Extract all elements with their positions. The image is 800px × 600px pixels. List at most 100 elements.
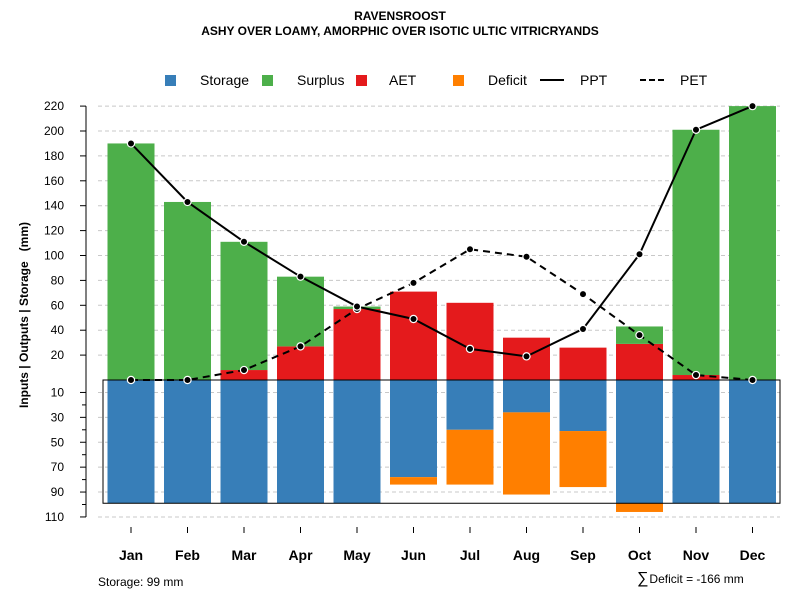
bar-surplus-apr [277, 276, 324, 347]
legend-label-deficit: Deficit [488, 72, 527, 88]
bar-storage-jul [446, 380, 494, 430]
point-pet-apr [296, 342, 305, 351]
point-pet-oct [635, 330, 644, 340]
legend-item-pet: PET [640, 70, 707, 90]
y-tick-label-lower-70: 70 [51, 460, 65, 474]
point-ppt-jun [409, 314, 418, 324]
bar-deficit-oct [616, 503, 663, 512]
y-tick-label-lower-50: 50 [51, 435, 65, 449]
point-ppt-sep [578, 324, 588, 334]
bar-surplus-nov [672, 129, 720, 376]
point-ppt-may [352, 302, 362, 311]
bar-storage-apr [277, 380, 324, 504]
point-pet-jan [126, 375, 136, 385]
y-tick-label-upper-80: 80 [51, 273, 65, 287]
bar-aet-sep [559, 347, 607, 380]
x-tick-label-apr: Apr [288, 547, 313, 563]
legend-item-surplus: Surplus [262, 70, 344, 90]
point-ppt-jan [126, 139, 136, 148]
bar-storage-jun [390, 380, 437, 478]
bar-deficit-jun [390, 477, 437, 485]
bar-aet-jun [390, 291, 437, 380]
deficit-note-text: Deficit = -166 mm [649, 572, 744, 586]
chart-title: RAVENSROOST [354, 9, 446, 23]
bar-storage-aug [503, 380, 550, 413]
point-ppt-nov [691, 125, 701, 134]
x-tick-label-aug: Aug [513, 547, 540, 563]
bar-aet-may [333, 309, 381, 380]
legend-label-pet: PET [680, 72, 708, 88]
x-tick-label-sep: Sep [570, 547, 596, 563]
bar-aet-oct [616, 343, 663, 380]
y-tick-label-upper-40: 40 [51, 323, 65, 337]
x-tick-label-mar: Mar [232, 547, 257, 563]
x-tick-label-may: May [343, 547, 370, 563]
bar-storage-dec [729, 380, 776, 504]
x-tick-label-nov: Nov [683, 547, 710, 563]
point-pet-mar [239, 365, 249, 375]
x-tick-label-jul: Jul [460, 547, 480, 563]
bar-surplus-dec [729, 106, 776, 380]
bar-storage-feb [164, 380, 211, 504]
point-ppt-mar [239, 237, 249, 247]
bar-deficit-aug [503, 412, 550, 495]
y-tick-label-lower-30: 30 [51, 410, 65, 424]
x-tick-label-oct: Oct [628, 547, 652, 563]
line-pet [131, 248, 753, 381]
point-ppt-dec [748, 101, 757, 111]
bar-aet-mar [220, 370, 268, 380]
point-ppt-oct [635, 250, 644, 259]
point-pet-jul [465, 245, 475, 254]
y-tick-label-upper-120: 120 [44, 224, 64, 238]
bar-aet-jul [446, 302, 494, 380]
bar-surplus-mar [220, 241, 268, 371]
legend-label-surplus: Surplus [297, 72, 345, 88]
point-pet-aug [522, 252, 531, 261]
point-pet-sep [578, 289, 588, 299]
bar-aet-apr [277, 346, 324, 380]
point-pet-jun [409, 278, 418, 288]
point-pet-nov [691, 370, 701, 380]
y-tick-label-upper-140: 140 [44, 199, 64, 213]
legend-label-ppt: PPT [580, 72, 608, 88]
legend-line-pet [640, 79, 664, 81]
x-tick-label-dec: Dec [740, 547, 766, 563]
x-tick-label-jun: Jun [401, 547, 426, 563]
legend-swatch-storage [165, 74, 176, 86]
bar-storage-may [333, 380, 381, 504]
legend-item-ppt: PPT [540, 70, 607, 90]
point-pet-dec [748, 375, 757, 385]
y-tick-label-upper-60: 60 [51, 298, 65, 312]
x-tick-label-jan: Jan [119, 547, 143, 563]
storage-note: Storage: 99 mm [98, 575, 184, 589]
point-ppt-aug [522, 352, 531, 361]
bar-storage-oct [616, 380, 663, 504]
y-tick-label-upper-160: 160 [44, 174, 64, 188]
bar-deficit-sep [559, 431, 607, 488]
bar-surplus-jan [107, 143, 155, 380]
legend-item-deficit: Deficit [453, 70, 527, 90]
legend-item-aet: AET [356, 70, 416, 90]
bar-surplus-feb [164, 201, 211, 380]
point-ppt-feb [183, 197, 192, 207]
deficit-note: ∑ Deficit = -166 mm [637, 570, 744, 588]
y-tick-label-upper-200: 200 [44, 124, 64, 138]
point-pet-feb [183, 375, 192, 385]
sigma-icon: ∑ [637, 570, 649, 587]
bar-deficit-jul [446, 429, 494, 485]
y-tick-label-upper-180: 180 [44, 149, 64, 163]
line-ppt [130, 105, 753, 358]
legend-swatch-deficit [453, 74, 464, 86]
bar-storage-sep [559, 380, 607, 432]
y-tick-label-upper-100: 100 [44, 249, 64, 263]
chart-subtitle: ASHY OVER LOAMY, AMORPHIC OVER ISOTIC UL… [201, 24, 599, 38]
point-ppt-apr [296, 272, 305, 281]
x-tick-label-feb: Feb [175, 547, 200, 563]
legend-swatch-aet [356, 74, 367, 86]
bar-storage-nov [672, 380, 720, 504]
y-tick-label-lower-10: 10 [51, 385, 65, 399]
legend-label-storage: Storage [200, 72, 250, 88]
legend-label-aet: AET [389, 72, 417, 88]
bar-storage-jan [107, 380, 155, 504]
